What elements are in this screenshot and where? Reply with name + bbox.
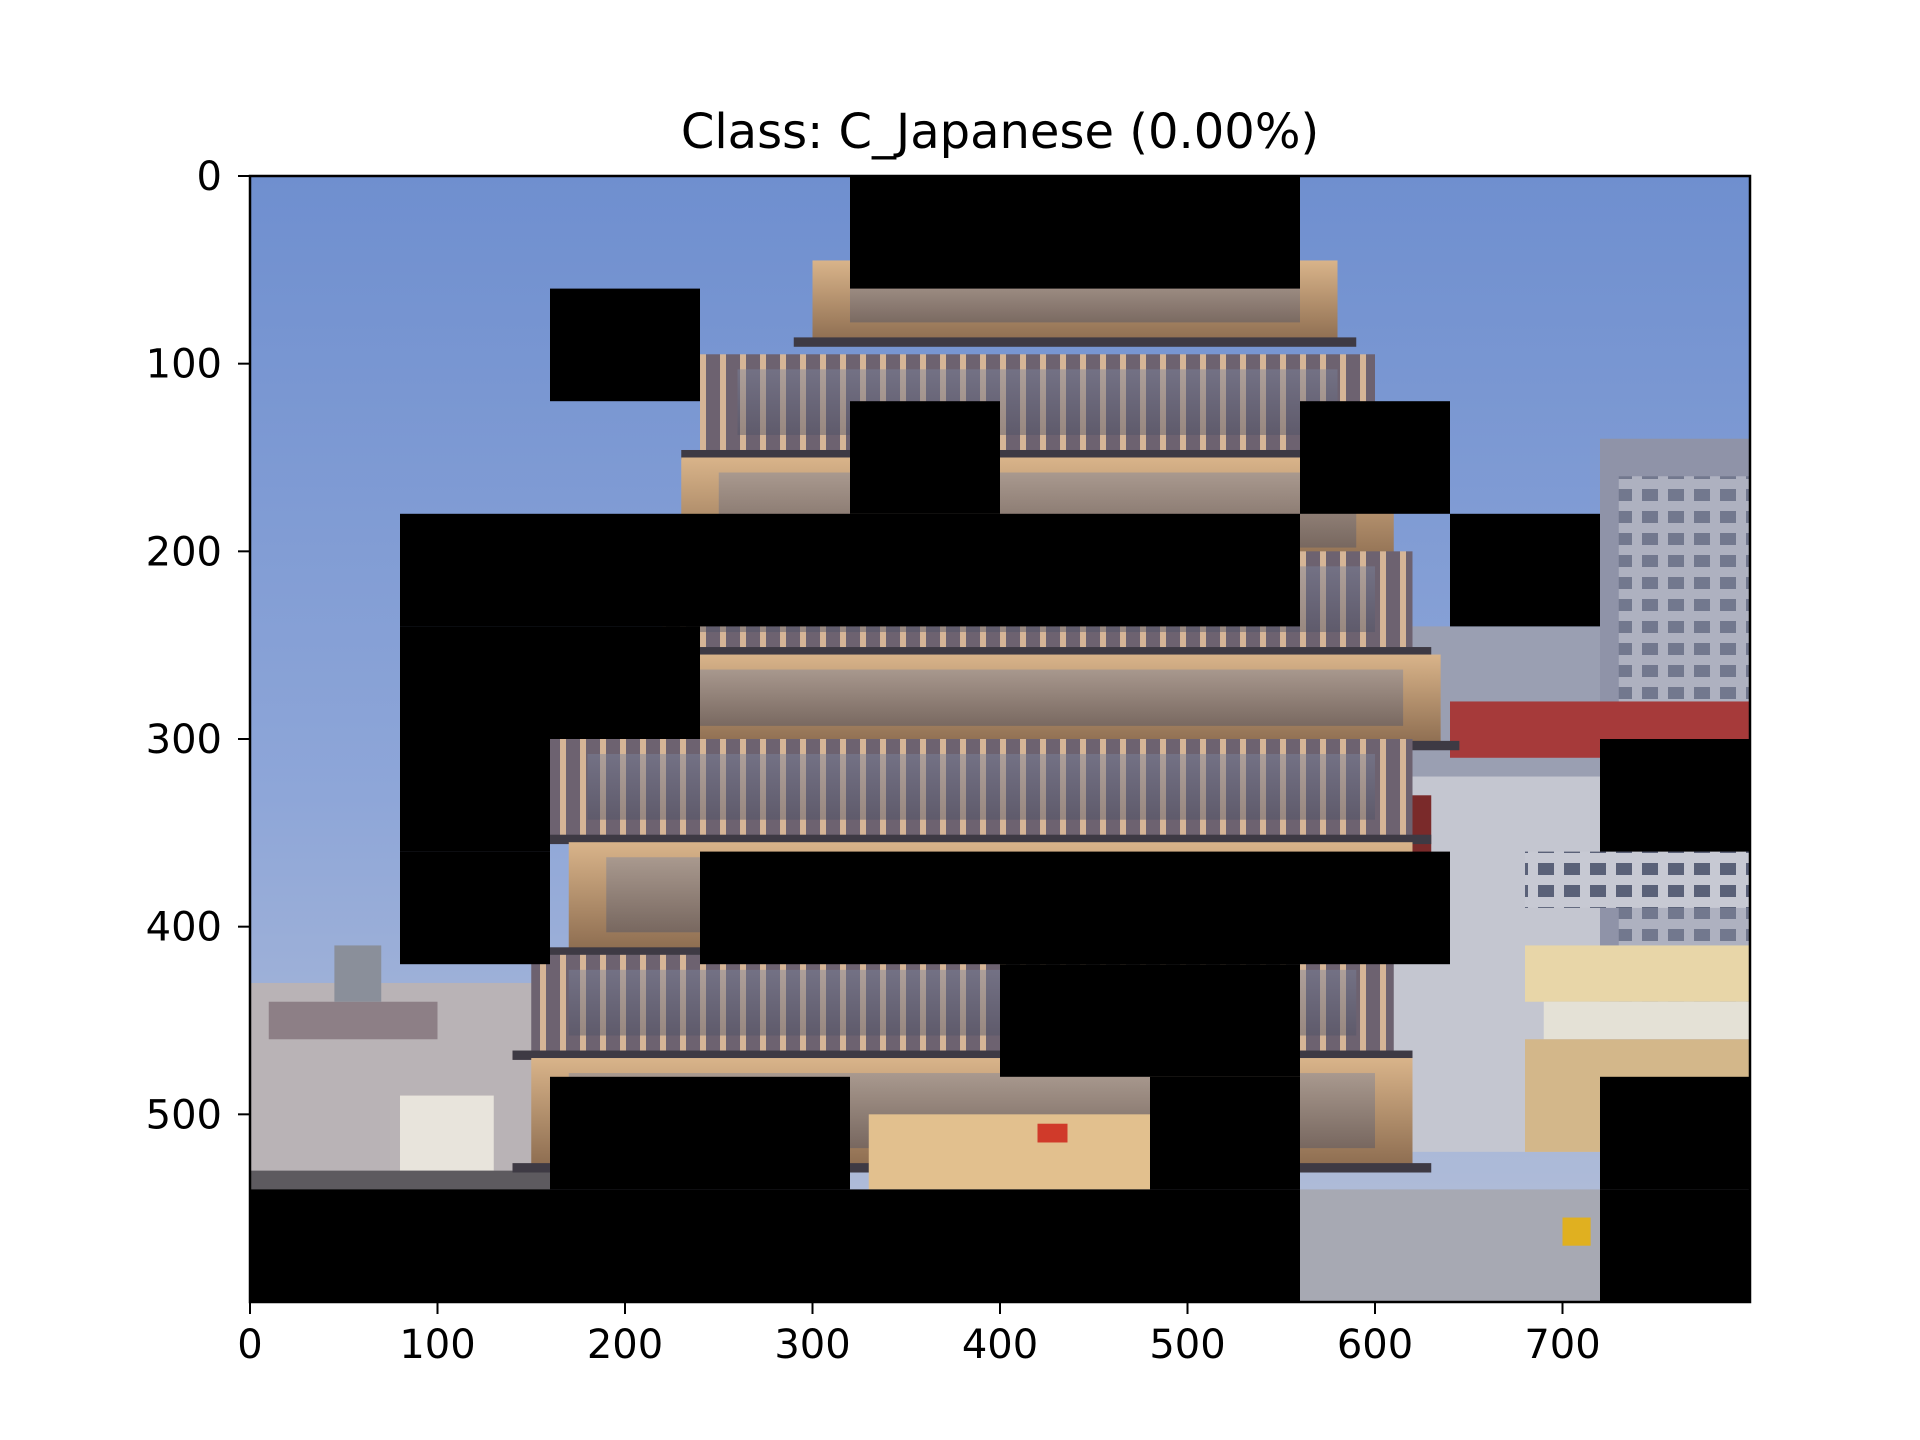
y-tick-label: 200 — [146, 529, 222, 575]
occluded-patch — [1000, 964, 1300, 1077]
x-tick-label: 600 — [1337, 1322, 1413, 1368]
photo-main-glazing — [737, 369, 1338, 435]
occluded-patch — [250, 1189, 1300, 1302]
x-axis: 0 100 200 300 400 500 600 700 — [237, 1302, 1601, 1368]
photo-main-eave — [531, 834, 1432, 845]
photo-water-tank — [334, 945, 382, 1002]
photo-main-eave — [643, 647, 1432, 657]
occluded-patch — [400, 626, 700, 739]
x-tick-label: 300 — [774, 1322, 850, 1368]
occluded-patch — [1150, 1076, 1300, 1190]
occluded-patch — [850, 401, 1000, 514]
photo-main-eave — [681, 449, 1394, 460]
occluded-patch — [700, 513, 1300, 627]
photo-left-roof — [268, 1001, 438, 1040]
x-tick-label: 400 — [962, 1322, 1038, 1368]
occluded-patch — [400, 851, 550, 965]
y-tick-label: 300 — [146, 717, 222, 763]
x-tick-label: 200 — [587, 1322, 663, 1368]
occluded-patch — [1600, 1076, 1750, 1190]
photo-traffic-light — [1037, 1123, 1068, 1143]
y-tick-label: 100 — [146, 342, 222, 388]
x-tick-label: 700 — [1524, 1322, 1600, 1368]
chart-title: Class: C_Japanese (0.00%) — [681, 104, 1319, 160]
y-tick-label: 400 — [146, 905, 222, 951]
occluded-patch — [850, 176, 1300, 289]
x-tick-label: 500 — [1149, 1322, 1225, 1368]
occluded-patch — [550, 1076, 850, 1190]
photo-main-eave — [793, 337, 1357, 347]
x-tick-label: 100 — [399, 1322, 475, 1368]
occluded-patch — [1300, 401, 1450, 514]
occluded-patch — [400, 513, 700, 627]
x-tick-label: 0 — [237, 1322, 262, 1368]
occluded-patch — [400, 739, 550, 852]
photo-dennys-band — [1543, 1001, 1750, 1040]
occluded-patch — [1600, 1189, 1750, 1302]
occluded-patch — [1450, 513, 1600, 627]
occluded-patch — [550, 288, 700, 402]
y-tick-label: 500 — [146, 1092, 222, 1138]
photo-lit-entrance — [868, 1114, 1150, 1190]
y-axis: 0 100 200 300 400 500 — [146, 154, 250, 1138]
photo-shop-lit-floor — [1525, 945, 1750, 1002]
photo-left-sign — [400, 1095, 494, 1171]
photo-main-glazing — [587, 754, 1375, 820]
photo-shop-windows — [1525, 851, 1750, 908]
occluded-patch — [1600, 739, 1750, 852]
photo-main-eave — [512, 1050, 1413, 1060]
occlusion-layer — [250, 176, 1750, 1302]
occluded-patch — [700, 851, 1450, 965]
y-tick-label: 0 — [197, 154, 222, 200]
photo-yellow-box — [1562, 1217, 1591, 1246]
photo-main-glazing — [690, 669, 1404, 726]
